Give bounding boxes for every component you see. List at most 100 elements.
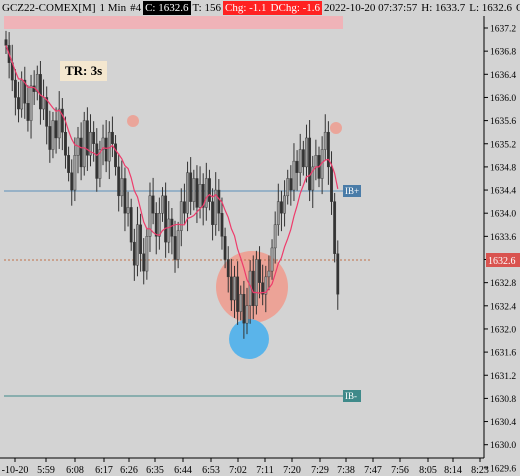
candle-body [286,178,290,197]
candle-body [82,120,86,168]
x-tick-label: 6:44 [174,465,192,476]
x-tick-label: 5:59 [37,465,55,476]
candle-body [280,201,283,214]
candle-body [208,178,211,202]
candle-body [233,276,236,301]
buy-bubble [229,319,269,359]
x-tick-label: -10-20 [2,465,29,476]
candle-body [167,218,171,243]
candle-body [298,149,302,173]
candle-body [4,39,8,46]
candle-body [136,224,139,266]
candle-body [261,282,265,295]
candle-body [67,155,71,173]
x-tick-label: 7:38 [337,465,355,476]
moving-average-line [5,45,339,294]
x-tick-label: 6:08 [66,465,84,476]
x-tick-label: 8:14 [444,465,462,476]
y-tick-label: 1634.4 [490,187,516,197]
candle-body [89,131,92,156]
candle-body [26,103,30,121]
tick-count: T: 156 [192,2,221,14]
candle-body [189,172,193,202]
time-remaining-label: TR: 3s [60,61,108,81]
candle-body [236,276,240,312]
candle-body [57,108,61,139]
candle-body [276,201,280,225]
candle-body [17,97,20,110]
candle-body [254,259,258,306]
candle-body [45,97,49,127]
candle-body [186,172,189,214]
y-tick-label: 1630.0 [490,441,516,451]
candle-body [245,305,249,324]
x-tick-label: 7:56 [391,465,409,476]
ib-low-label: IB- [345,391,357,401]
low-value: L: 1632.6 [469,2,513,14]
y-tick-label: 1629.6 [490,464,516,474]
candle-body [267,270,271,278]
candle-body [223,236,227,260]
candle-body [176,230,180,260]
candle-body [70,172,74,191]
candle-body [305,137,308,168]
candle-body [42,97,45,110]
candle-body [120,178,124,197]
x-tick-label: 6:53 [202,465,220,476]
x-tick-label: 8:05 [419,465,437,476]
alert-banner [4,16,343,29]
candle-body [311,166,315,191]
candle-body [23,79,27,104]
symbol-label: GCZ22-COMEX[M] [2,2,96,14]
x-tick-label: 7:02 [229,465,247,476]
y-tick-label: 1634.8 [490,163,516,173]
candle-body [283,195,286,214]
candle-body [251,270,255,307]
candle-body [39,74,42,110]
candle-body [35,74,39,92]
candle-body [117,166,121,197]
x-tick-label: 7:11 [256,465,273,476]
candle-body [323,131,327,150]
candle-body [98,149,102,179]
y-tick-label: 1630.8 [490,395,516,405]
candle-body [242,294,246,324]
candle-body [170,218,174,237]
y-tick-label: 1634.0 [490,210,516,220]
ib-high-label: IB+ [345,186,359,196]
y-tick-label: 1633.6 [490,233,516,243]
candle-body [20,79,24,110]
candle-body [154,212,158,237]
candle-body [301,149,305,168]
candle-body [164,195,168,243]
chart-header: GCZ22-COMEX[M] 1 Min #4 C: 1632.6 T: 156… [0,0,520,16]
candle-body [201,184,205,208]
daily-change-value: DChg: -1.6 [268,1,323,15]
candle-body [73,155,77,191]
candle-body [333,201,337,254]
candle-body [157,212,161,237]
x-tick-label: 6:26 [120,465,138,476]
candle-body [48,126,52,150]
y-tick-label: 1632.4 [490,302,516,312]
candle-body [292,160,296,191]
chart-id-label: #4 [130,2,142,14]
candle-body [151,195,155,214]
candle-body [179,201,183,231]
candle-body [92,131,96,144]
y-tick-label: 1635.2 [490,140,516,150]
ib-low-tag[interactable]: IB- [343,390,361,402]
candle-body [289,178,293,191]
y-tick-label: 1635.6 [490,117,516,127]
candle-body [314,155,318,168]
candle-body [123,178,127,214]
x-tick-label: 7:29 [311,465,329,476]
candle-body [148,195,152,237]
candle-body [226,259,230,278]
candle-body [64,131,67,156]
timestamp: 2022-10-20 07:37:57 [324,2,418,14]
candle-body [326,131,330,168]
x-tick-label: 7:20 [283,465,301,476]
ib-high-tag[interactable]: IB+ [343,185,361,197]
small-bubble [127,115,139,127]
